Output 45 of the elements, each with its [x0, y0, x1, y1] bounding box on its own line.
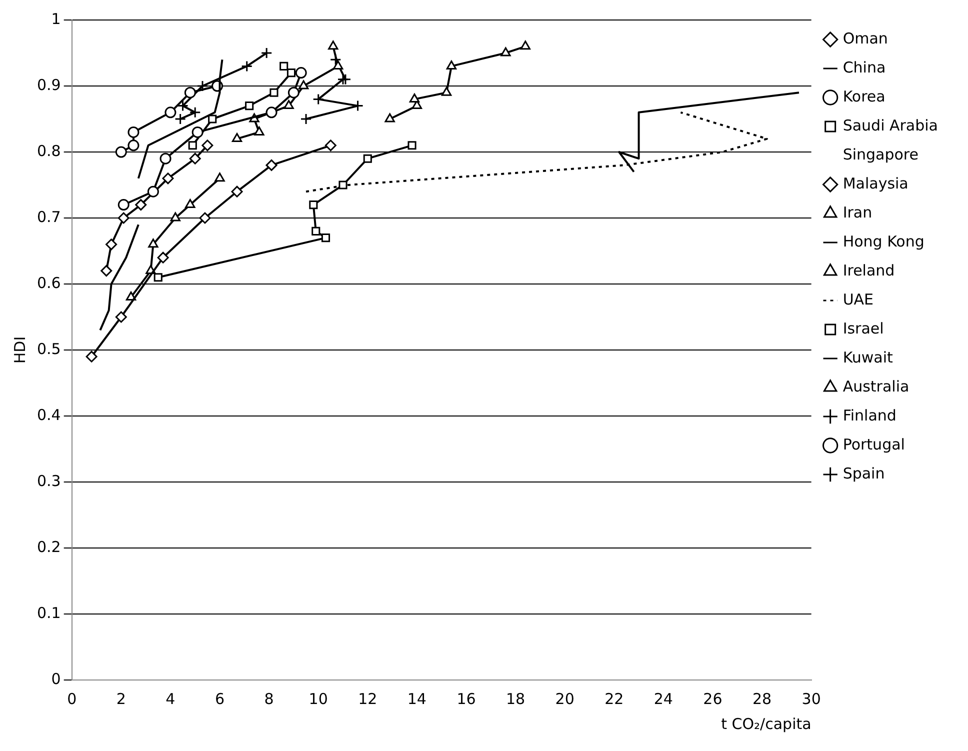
x-axis-title: t CO₂/capita [721, 714, 812, 733]
y-tick-label: 0.2 [36, 538, 61, 556]
legend-label: Portugal [842, 435, 905, 454]
legend-label: Finland [842, 406, 896, 424]
x-tick-label: 20 [555, 690, 574, 708]
x-tick-label: 14 [407, 690, 426, 708]
x-tick-label: 30 [802, 690, 821, 708]
y-tick-label: 1 [51, 10, 61, 28]
legend-label: Oman [842, 29, 888, 48]
legend-label: Australia [842, 377, 910, 396]
legend-label: Spain [842, 464, 885, 482]
y-tick-label: 0.6 [36, 274, 61, 292]
y-tick-label: 0.5 [36, 340, 61, 358]
y-tick-label: 0.3 [36, 472, 61, 490]
x-tick-label: 4 [166, 690, 176, 708]
y-tick-label: 0.9 [36, 76, 61, 94]
x-tick-label: 28 [752, 690, 772, 708]
y-tick-label: 0.1 [36, 604, 61, 622]
x-tick-label: 12 [358, 690, 378, 708]
x-tick-label: 18 [506, 690, 526, 708]
x-tick-label: 2 [116, 690, 126, 708]
x-tick-label: 0 [67, 690, 77, 708]
legend-label: Iran [842, 203, 872, 222]
legend-label: Kuwait [842, 348, 894, 366]
legend-label: Hong Kong [842, 232, 924, 250]
legend-label: Saudi Arabia [842, 116, 938, 134]
x-tick-label: 10 [308, 690, 328, 708]
x-tick-label: 26 [703, 690, 722, 708]
text: Singapore [842, 145, 919, 164]
y-tick-label: 0 [51, 670, 61, 688]
x-tick-label: 24 [654, 690, 673, 708]
x-tick-label: 8 [264, 690, 274, 708]
legend-label: Malaysia [842, 174, 908, 192]
y-tick-label: 0.7 [36, 208, 61, 226]
legend-label: UAE [842, 290, 874, 308]
legend-label: China [842, 58, 886, 76]
y-tick-label: 0.4 [36, 406, 61, 424]
x-tick-label: 16 [456, 690, 476, 708]
y-tick-label: 0.8 [36, 142, 61, 160]
y-axis-title: HDI [10, 336, 29, 364]
legend-label: Korea [842, 87, 886, 106]
legend-label: Israel [842, 319, 884, 338]
legend-label: Ireland [842, 261, 895, 280]
x-tick-label: 6 [214, 690, 225, 708]
x-tick-label: 22 [604, 690, 624, 708]
